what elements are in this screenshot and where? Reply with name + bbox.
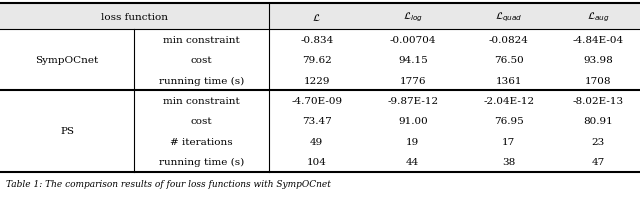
Bar xyxy=(0,4,640,30)
Text: 76.95: 76.95 xyxy=(494,117,524,126)
Text: 1229: 1229 xyxy=(303,76,330,85)
Text: loss function: loss function xyxy=(101,13,168,22)
Text: 19: 19 xyxy=(406,137,419,146)
Text: min constraint: min constraint xyxy=(163,36,240,45)
Text: min constraint: min constraint xyxy=(163,97,240,105)
Text: $\mathcal{L}_{aug}$: $\mathcal{L}_{aug}$ xyxy=(587,10,610,24)
Text: 23: 23 xyxy=(592,137,605,146)
Text: 44: 44 xyxy=(406,157,419,166)
Text: PS: PS xyxy=(60,127,74,136)
Text: 93.98: 93.98 xyxy=(584,56,613,65)
Text: cost: cost xyxy=(191,56,212,65)
Text: -8.02E-13: -8.02E-13 xyxy=(573,97,624,105)
Text: $\mathcal{L}$: $\mathcal{L}$ xyxy=(312,12,321,23)
Text: 91.00: 91.00 xyxy=(398,117,428,126)
Text: 49: 49 xyxy=(310,137,323,146)
Text: 76.50: 76.50 xyxy=(494,56,524,65)
Text: -0.00704: -0.00704 xyxy=(390,36,436,45)
Text: -0.0824: -0.0824 xyxy=(489,36,529,45)
Text: 80.91: 80.91 xyxy=(584,117,613,126)
Text: 1708: 1708 xyxy=(585,76,612,85)
Text: -2.04E-12: -2.04E-12 xyxy=(483,97,534,105)
Text: 38: 38 xyxy=(502,157,515,166)
Text: running time (s): running time (s) xyxy=(159,76,244,85)
Text: Table 1: The comparison results of four loss functions with SympOCnet: Table 1: The comparison results of four … xyxy=(6,179,332,188)
Text: SympOCnet: SympOCnet xyxy=(36,56,99,65)
Text: 1776: 1776 xyxy=(399,76,426,85)
Text: 17: 17 xyxy=(502,137,515,146)
Text: cost: cost xyxy=(191,117,212,126)
Text: -9.87E-12: -9.87E-12 xyxy=(387,97,438,105)
Text: running time (s): running time (s) xyxy=(159,157,244,166)
Text: $\mathcal{L}_{log}$: $\mathcal{L}_{log}$ xyxy=(403,10,423,24)
Text: 47: 47 xyxy=(592,157,605,166)
Text: 94.15: 94.15 xyxy=(398,56,428,65)
Text: 73.47: 73.47 xyxy=(302,117,332,126)
Text: -4.70E-09: -4.70E-09 xyxy=(291,97,342,105)
Text: 79.62: 79.62 xyxy=(302,56,332,65)
Text: 104: 104 xyxy=(307,157,327,166)
Text: $\mathcal{L}_{quad}$: $\mathcal{L}_{quad}$ xyxy=(495,10,523,24)
Text: -4.84E-04: -4.84E-04 xyxy=(573,36,624,45)
Text: 1361: 1361 xyxy=(495,76,522,85)
Text: # iterations: # iterations xyxy=(170,137,233,146)
Text: -0.834: -0.834 xyxy=(300,36,333,45)
